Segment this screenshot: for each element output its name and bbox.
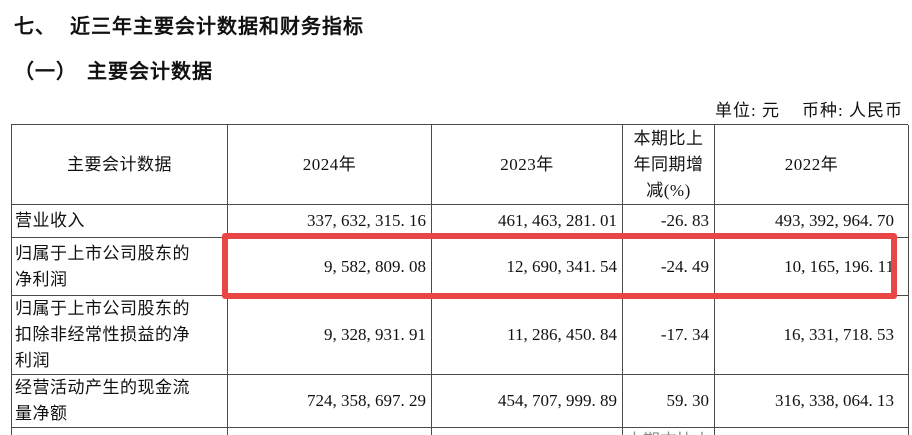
column-header-indicator: 主要会计数据 [12,125,228,205]
net-profit-2024: 9, 582, 809. 08 [228,238,432,296]
currency-label: 币种: 人民币 [802,101,903,120]
operating-revenue-2022: 493, 392, 964. 70 [715,205,909,238]
partial-row-2023-cell [432,428,623,435]
row-label-net-profit: 归属于上市公司股东的 净利润 [12,238,228,296]
subsection-heading: （一） 主要会计数据 [14,55,213,84]
row-label-operating-revenue: 营业收入 [12,205,228,238]
operating-cash-flow-2023: 454, 707, 999. 89 [432,375,623,428]
net-profit-after-deduction-2023: 11, 286, 450. 84 [432,296,623,375]
section-heading: 七、 近三年主要会计数据和财务指标 [14,10,364,39]
partial-next-header-text: 本期末比上 [623,431,714,435]
row-label-net-profit-after-deduction: 归属于上市公司股东的 扣除非经常性损益的净 利润 [12,296,228,375]
partial-row-change-cell: 本期末比上 [623,428,715,435]
partial-row-label-cell [12,428,228,435]
operating-cash-flow-change: 59. 30 [623,375,715,428]
unit-label: 单位: 元 [715,101,781,120]
column-header-2024: 2024年 [228,125,432,205]
net-profit-change: -24. 49 [623,238,715,296]
operating-revenue-change: -26. 83 [623,205,715,238]
net-profit-2022: 10, 165, 196. 11 [715,238,909,296]
partial-row-2024-cell [228,428,432,435]
net-profit-2023: 12, 690, 341. 54 [432,238,623,296]
key-accounting-data-table: 主要会计数据 2024年 2023年 本期比上 年同期增 减(%) 2022年 … [11,124,909,435]
partial-row-2022-cell [715,428,909,435]
column-header-2023: 2023年 [432,125,623,205]
net-profit-after-deduction-2024: 9, 328, 931. 91 [228,296,432,375]
operating-cash-flow-2022: 316, 338, 064. 13 [715,375,909,428]
net-profit-after-deduction-change: -17. 34 [623,296,715,375]
column-header-2022: 2022年 [715,125,909,205]
subsection-title: 主要会计数据 [87,61,213,83]
column-header-change-pct: 本期比上 年同期增 减(%) [623,125,715,205]
section-title: 近三年主要会计数据和财务指标 [70,16,364,38]
section-numbering: 七、 [14,16,56,38]
operating-revenue-2024: 337, 632, 315. 16 [228,205,432,238]
unit-note: 单位: 元 币种: 人民币 [715,96,903,121]
subsection-numbering: （一） [14,61,77,83]
net-profit-after-deduction-2022: 16, 331, 718. 53 [715,296,909,375]
row-label-operating-cash-flow: 经营活动产生的现金流 量净额 [12,375,228,428]
operating-revenue-2023: 461, 463, 281. 01 [432,205,623,238]
operating-cash-flow-2024: 724, 358, 697. 29 [228,375,432,428]
